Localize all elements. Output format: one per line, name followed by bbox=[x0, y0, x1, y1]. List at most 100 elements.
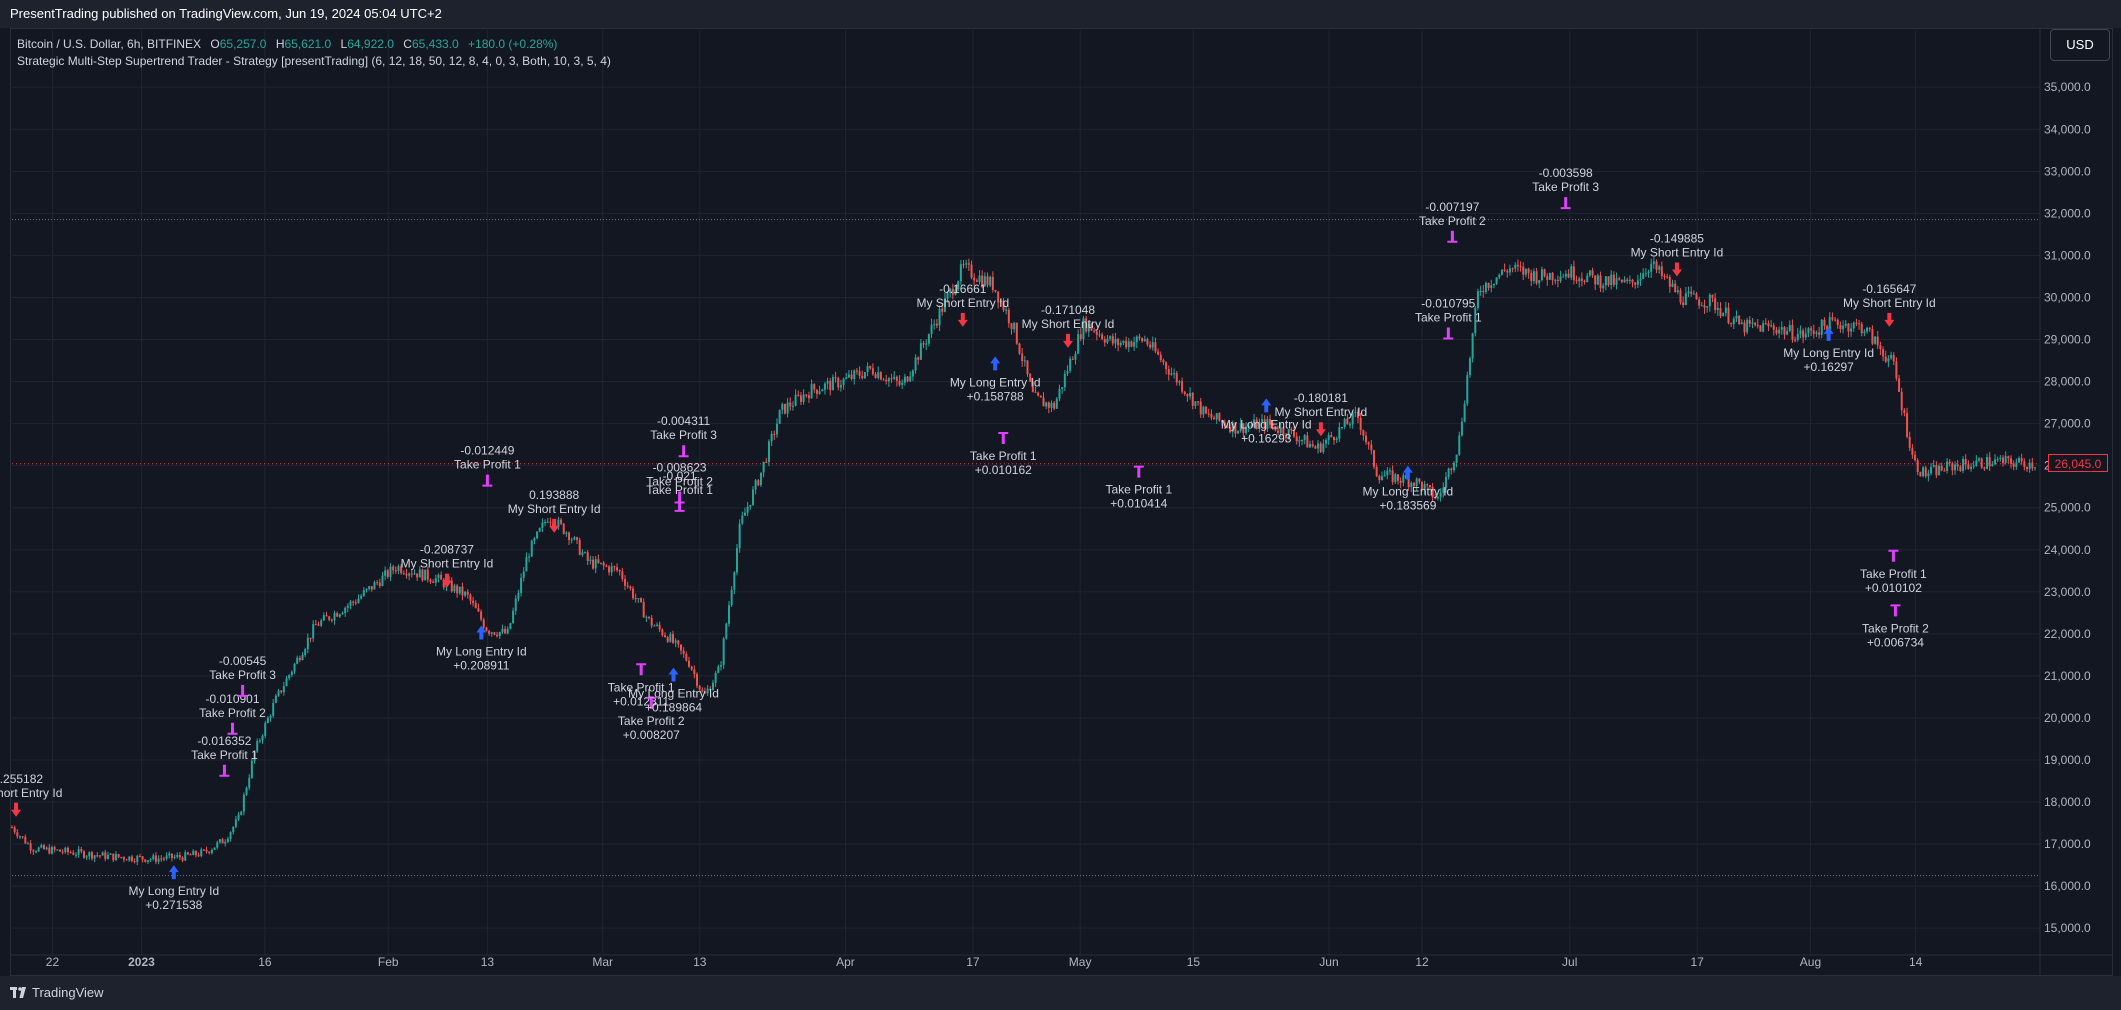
candle-body bbox=[421, 569, 424, 581]
candle-body bbox=[821, 389, 824, 392]
annotation-line-2: Take Profit 2 bbox=[1419, 214, 1486, 228]
candle-body bbox=[1874, 336, 1877, 344]
short-entry-arrow-icon bbox=[11, 802, 22, 817]
annotation-line-1: My Long Entry Id bbox=[1221, 417, 1312, 431]
close-value: 65,433.0 bbox=[411, 37, 459, 51]
candle-body bbox=[437, 574, 440, 579]
trade-marker-tp[interactable]: Take Profit 2+0.006734 bbox=[1862, 604, 1929, 649]
candle-body bbox=[392, 566, 395, 571]
trade-marker-long[interactable]: My Long Entry Id+0.158788 bbox=[950, 356, 1041, 403]
candle-body bbox=[1447, 468, 1450, 477]
candle-body bbox=[410, 573, 413, 575]
trade-marker-tp[interactable]: Take Profit 1+0.010162 bbox=[970, 432, 1037, 477]
candle-body bbox=[586, 552, 589, 562]
candle-body bbox=[1663, 275, 1666, 277]
candle-body bbox=[152, 855, 155, 860]
candle-body bbox=[1357, 411, 1360, 418]
trade-marker-tp[interactable]: Take Profit 2+0.008207 bbox=[618, 696, 685, 742]
trade-marker-long[interactable]: My Long Entry Id+0.16293 bbox=[1221, 398, 1312, 445]
candle-body bbox=[1986, 457, 1989, 469]
candle-body bbox=[735, 548, 738, 573]
candle-body bbox=[493, 632, 496, 635]
annotation-line-2: My Short Entry Id bbox=[1275, 405, 1368, 419]
y-tick-label: 21,000.0 bbox=[2044, 669, 2091, 683]
candle-body bbox=[602, 562, 605, 566]
tradingview-logo[interactable]: TradingView bbox=[10, 976, 104, 1010]
candle-body bbox=[1586, 275, 1589, 283]
candle-body bbox=[1847, 323, 1850, 332]
candle-body bbox=[317, 624, 320, 626]
trade-marker-long[interactable]: My Long Entry Id+0.189864 bbox=[628, 667, 719, 714]
candle-body bbox=[357, 598, 360, 604]
candle-body bbox=[682, 650, 685, 654]
candle-body bbox=[959, 264, 962, 282]
candle-body bbox=[1346, 418, 1349, 425]
currency-button[interactable]: USD bbox=[2050, 29, 2110, 61]
candle-body bbox=[1980, 458, 1983, 468]
candle-body bbox=[866, 366, 869, 373]
candle-body bbox=[994, 289, 997, 292]
candle-body bbox=[584, 552, 587, 554]
candle-body bbox=[1178, 381, 1181, 383]
trade-marker-long[interactable]: My Long Entry Id+0.16297 bbox=[1783, 326, 1874, 374]
candle-body bbox=[1567, 273, 1570, 278]
candle-body bbox=[1165, 362, 1168, 370]
candle-body bbox=[261, 735, 264, 741]
candle-body bbox=[661, 629, 664, 636]
candle-body bbox=[730, 589, 733, 606]
candle-body bbox=[24, 836, 27, 844]
candle-body bbox=[986, 276, 989, 286]
trade-marker-short[interactable]: -0.255182My Short Entry Id bbox=[0, 772, 62, 817]
trade-marker-long[interactable]: My Long Entry Id+0.271538 bbox=[128, 865, 219, 912]
candle-body bbox=[807, 395, 810, 399]
candle-body bbox=[749, 504, 752, 507]
y-tick-label: 18,000.0 bbox=[2044, 795, 2091, 809]
candle-body bbox=[498, 632, 501, 637]
candle-body bbox=[693, 669, 696, 675]
trade-marker-tp[interactable]: Take Profit 1+0.010102 bbox=[1860, 549, 1927, 595]
candle-body bbox=[855, 370, 858, 372]
candle-body bbox=[458, 586, 461, 594]
trade-marker-tp[interactable]: Take Profit 1+0.010414 bbox=[1105, 465, 1172, 511]
candle-body bbox=[466, 591, 469, 595]
candle-body bbox=[818, 391, 821, 394]
candle-body bbox=[354, 602, 357, 604]
candle-body bbox=[106, 854, 109, 859]
candle-body bbox=[1071, 358, 1074, 360]
candle-body bbox=[1388, 470, 1391, 472]
y-tick-label: 19,000.0 bbox=[2044, 753, 2091, 767]
candle-body bbox=[1855, 322, 1858, 324]
candle-body bbox=[1380, 476, 1383, 481]
trade-marker-long[interactable]: My Long Entry Id+0.208911 bbox=[436, 625, 527, 672]
chart-pane[interactable] bbox=[10, 28, 2113, 976]
strategy-line[interactable]: Strategic Multi-Step Supertrend Trader -… bbox=[17, 54, 611, 68]
take-profit-icon bbox=[674, 491, 685, 504]
candle-body bbox=[1101, 334, 1104, 340]
candle-body bbox=[1133, 342, 1136, 347]
candle-body bbox=[1730, 323, 1733, 325]
trade-marker-long[interactable]: My Long Entry Id+0.183569 bbox=[1363, 465, 1454, 513]
trade-marker-tp[interactable]: -0.021 Take Profit 1 bbox=[646, 469, 713, 512]
candle-body bbox=[189, 854, 192, 856]
candle-body bbox=[1703, 305, 1706, 308]
candle-body bbox=[1146, 339, 1149, 345]
candle-body bbox=[1770, 325, 1773, 327]
candle-body bbox=[837, 378, 840, 388]
